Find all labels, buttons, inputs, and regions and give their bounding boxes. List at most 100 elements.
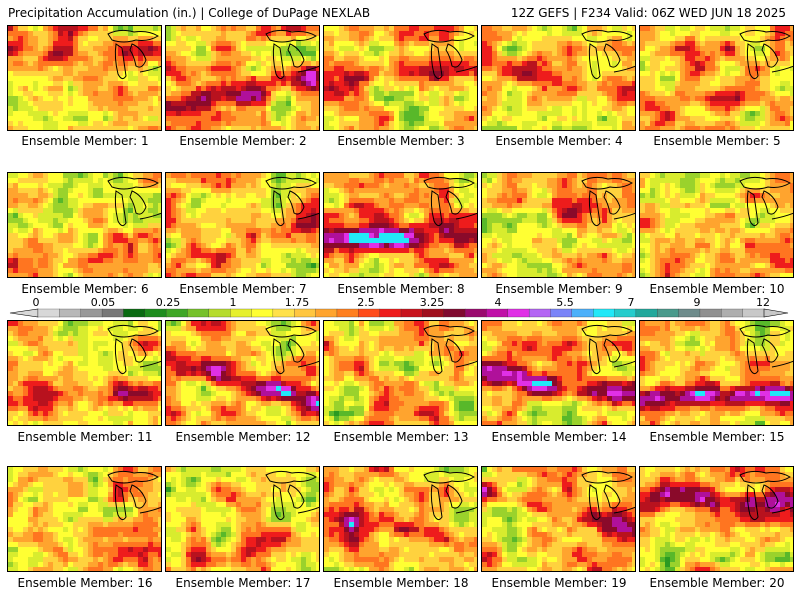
ensemble-member-map [165, 172, 320, 278]
colorbar-tick-label: 0.25 [155, 296, 181, 309]
ensemble-member-map [165, 25, 320, 131]
ensemble-member-label: Ensemble Member: 10 [649, 282, 785, 296]
coastline [272, 338, 285, 375]
coastline [761, 43, 779, 68]
coastline [430, 338, 443, 375]
coastline [455, 506, 477, 514]
coastline [139, 212, 161, 220]
colorbar-swatch [721, 308, 744, 318]
coastline [588, 43, 601, 80]
colorbar-swatch [422, 308, 445, 318]
ensemble-member-label: Ensemble Member: 12 [175, 430, 311, 444]
ensemble-member-map [481, 466, 636, 572]
colorbar-tick-label: 1.75 [284, 296, 310, 309]
precip-colorbar: 0 0.05 0.25 1 1.75 2.5 3.25 4 5.5 7 9 12 [0, 296, 800, 322]
coastline [581, 29, 633, 43]
precip-field [640, 467, 793, 571]
ensemble-member-map [7, 320, 162, 426]
ensemble-member-map [165, 466, 320, 572]
ensemble-member-label: Ensemble Member: 8 [337, 282, 465, 296]
colorbar-swatch [144, 308, 167, 318]
colorbar-swatch [187, 308, 210, 318]
colorbar-tick-label: 0 [32, 296, 40, 309]
precip-field [640, 321, 793, 425]
coastline [265, 176, 317, 190]
colorbar-tick-label: 4 [494, 296, 502, 309]
coastline [265, 470, 317, 484]
precip-field [324, 467, 477, 571]
precip-field [482, 173, 635, 277]
coastline [114, 338, 127, 375]
coastline [287, 338, 305, 363]
coastline [107, 470, 159, 484]
precip-field [8, 26, 161, 130]
precip-field [324, 26, 477, 130]
coastline [107, 29, 159, 43]
precip-field [166, 321, 319, 425]
coastline [771, 212, 793, 220]
precip-field [640, 173, 793, 277]
coastline [455, 360, 477, 368]
colorbar-swatch [251, 308, 274, 318]
colorbar-swatch [635, 308, 658, 318]
ensemble-member-label: Ensemble Member: 14 [491, 430, 627, 444]
colorbar-swatch [80, 308, 103, 318]
colorbar-swatch [550, 308, 573, 318]
ensemble-member-map [323, 172, 478, 278]
coastline [588, 484, 601, 521]
coastline [445, 190, 463, 215]
valid-time: 12Z GEFS | F234 Valid: 06Z WED JUN 18 20… [510, 6, 786, 20]
ensemble-member-map [481, 172, 636, 278]
coastline [430, 484, 443, 521]
precip-field [482, 26, 635, 130]
coastline [613, 212, 635, 220]
coastline [107, 324, 159, 338]
coastline [297, 360, 319, 368]
ensemble-member-label: Ensemble Member: 3 [337, 134, 465, 148]
colorbar-swatch [208, 308, 231, 318]
ensemble-member-map [639, 320, 794, 426]
colorbar-swatch [443, 308, 466, 318]
ensemble-member-label: Ensemble Member: 15 [649, 430, 785, 444]
coastline [272, 43, 285, 80]
colorbar-tick-label: 1 [229, 296, 237, 309]
colorbar-swatch [165, 308, 188, 318]
colorbar-swatch [358, 308, 381, 318]
coastline [603, 190, 621, 215]
colorbar-swatch [678, 308, 701, 318]
colorbar-swatch [571, 308, 594, 318]
colorbar-swatch [336, 308, 359, 318]
precip-field [166, 173, 319, 277]
ensemble-member-label: Ensemble Member: 5 [653, 134, 781, 148]
ensemble-member-label: Ensemble Member: 19 [491, 576, 627, 590]
coastline [114, 484, 127, 521]
colorbar-tick-label: 3.25 [419, 296, 445, 309]
coastline [139, 506, 161, 514]
coastline [613, 506, 635, 514]
coastline [581, 470, 633, 484]
colorbar-tick-label: 12 [756, 296, 770, 309]
coastline [297, 65, 319, 73]
coastline [739, 324, 791, 338]
coastline [272, 190, 285, 227]
ensemble-member-label: Ensemble Member: 17 [175, 576, 311, 590]
coastline [114, 43, 127, 80]
colorbar-swatch [379, 308, 402, 318]
coastline [430, 190, 443, 227]
coastline [603, 43, 621, 68]
coastline [423, 324, 475, 338]
colorbar-swatch [528, 308, 551, 318]
coastline [455, 212, 477, 220]
coastline [265, 324, 317, 338]
ensemble-member-map [639, 466, 794, 572]
precip-field [324, 173, 477, 277]
coastline [613, 360, 635, 368]
ensemble-member-label: Ensemble Member: 4 [495, 134, 623, 148]
colorbar-max-arrow [763, 308, 789, 318]
colorbar-swatch [59, 308, 82, 318]
ensemble-member-label: Ensemble Member: 7 [179, 282, 307, 296]
colorbar-tick-label: 9 [693, 296, 701, 309]
precip-field [8, 321, 161, 425]
coastline [739, 29, 791, 43]
